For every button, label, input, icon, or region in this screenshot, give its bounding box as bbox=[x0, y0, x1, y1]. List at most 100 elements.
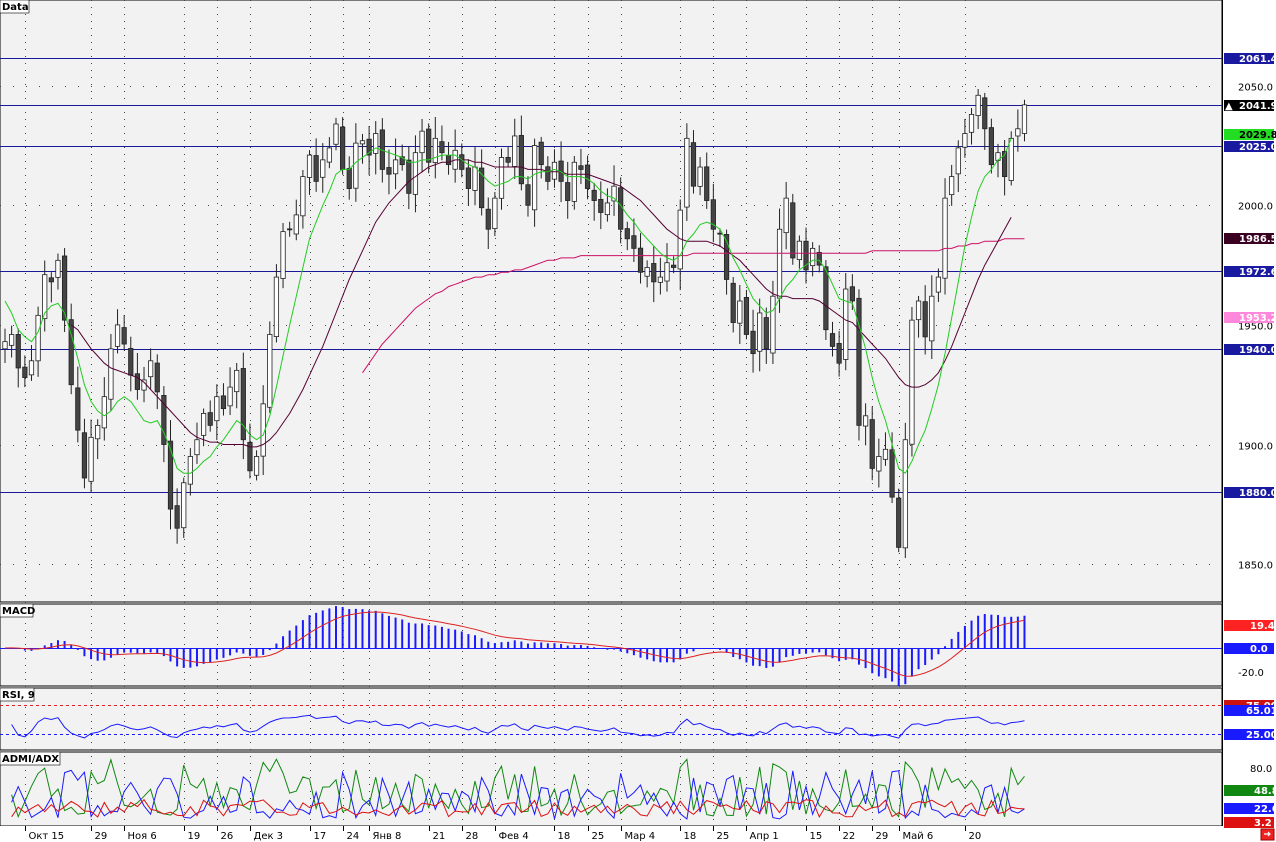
level-label-bg bbox=[1224, 53, 1274, 64]
candle-body bbox=[578, 165, 584, 170]
x-tick-label: 17 bbox=[314, 831, 327, 842]
candle-body bbox=[843, 288, 849, 360]
level-label: 1972.6 bbox=[1239, 267, 1276, 278]
candle-body bbox=[955, 147, 961, 175]
candle-body bbox=[737, 300, 743, 324]
candle-body bbox=[121, 327, 127, 345]
candle-body bbox=[9, 334, 15, 346]
candle-body bbox=[988, 127, 994, 166]
admi-tick-label: 80.0 bbox=[1250, 764, 1272, 775]
candle-body bbox=[174, 505, 180, 529]
macd-signal-line bbox=[4, 611, 1025, 677]
candle-body bbox=[340, 126, 346, 170]
candle-body bbox=[15, 334, 21, 369]
candle-body bbox=[167, 440, 174, 510]
candle-body bbox=[161, 395, 167, 445]
candle-body bbox=[876, 456, 882, 472]
candle-body bbox=[366, 138, 372, 156]
candle-body bbox=[922, 301, 928, 338]
level-label: 1880.0 bbox=[1239, 488, 1276, 499]
candle-body bbox=[42, 274, 48, 320]
candle-body bbox=[48, 277, 54, 283]
candle-body bbox=[187, 456, 193, 485]
candle-body bbox=[591, 189, 597, 201]
x-tick-label: Ноя 6 bbox=[128, 831, 157, 842]
candle-body bbox=[320, 159, 326, 178]
rsi-panel[interactable] bbox=[0, 687, 1223, 751]
candle-body bbox=[697, 166, 703, 187]
candle-body bbox=[717, 232, 723, 235]
candle-body bbox=[909, 319, 915, 445]
candle-body bbox=[492, 197, 498, 229]
candle-body bbox=[631, 235, 637, 249]
candle-body bbox=[651, 263, 657, 283]
candle-body bbox=[326, 147, 332, 163]
candle-body bbox=[386, 167, 392, 175]
candle-body bbox=[498, 157, 505, 199]
macd-panel-title: MACD bbox=[2, 606, 35, 617]
candle-body bbox=[108, 348, 114, 400]
candle-body bbox=[88, 436, 94, 482]
macd-panel[interactable] bbox=[0, 603, 1223, 687]
candle-body bbox=[485, 208, 491, 230]
candle-body bbox=[359, 140, 366, 145]
y-tick-label: 1900.0 bbox=[1238, 442, 1273, 453]
candle-body bbox=[982, 97, 988, 130]
candle-body bbox=[750, 330, 756, 355]
candle-body bbox=[942, 197, 948, 279]
candle-body bbox=[207, 412, 213, 426]
candle-body bbox=[280, 231, 286, 279]
candle-body bbox=[439, 141, 445, 154]
admi-label: 3.2 bbox=[1254, 818, 1272, 829]
admi-label-bg bbox=[1224, 803, 1274, 814]
candle-body bbox=[671, 264, 677, 268]
candle-body bbox=[684, 137, 690, 208]
candle-body bbox=[465, 167, 472, 189]
candle-body bbox=[743, 297, 750, 335]
admi-label: 48.8 bbox=[1254, 786, 1276, 797]
candle-body bbox=[214, 396, 220, 422]
macd-tick-label: -20.0 bbox=[1238, 668, 1264, 679]
candle-body bbox=[551, 161, 558, 180]
candle-body bbox=[459, 154, 465, 170]
candle-body bbox=[896, 497, 902, 548]
candle-body bbox=[863, 415, 869, 427]
x-tick-label: 20 bbox=[969, 831, 982, 842]
candle-body bbox=[55, 259, 61, 278]
candle-body bbox=[565, 182, 571, 201]
candle-body bbox=[472, 166, 478, 191]
admi-panel[interactable] bbox=[0, 751, 1223, 827]
price-label-bg bbox=[1224, 312, 1274, 323]
x-tick-label: Май 6 bbox=[903, 831, 934, 842]
candle-body bbox=[518, 135, 524, 185]
admi-label-bg bbox=[1224, 817, 1274, 828]
x-tick-label: 24 bbox=[347, 831, 360, 842]
candle-body bbox=[22, 366, 28, 378]
candle-body bbox=[253, 456, 260, 476]
rsi-label-bg bbox=[1224, 705, 1274, 716]
y-tick-label: 2000.0 bbox=[1238, 202, 1273, 213]
price-label: 1953.2 bbox=[1239, 313, 1276, 324]
x-tick-label: 25 bbox=[592, 831, 605, 842]
candle-body bbox=[181, 482, 187, 529]
candle-body bbox=[28, 360, 35, 376]
candle-body bbox=[419, 130, 425, 154]
x-tick-label: 26 bbox=[221, 831, 234, 842]
candle-body bbox=[75, 387, 81, 431]
candle-body bbox=[929, 295, 935, 342]
price-label-bg bbox=[1224, 233, 1274, 244]
candle-body bbox=[300, 176, 306, 217]
x-tick-label: Мар 4 bbox=[625, 831, 656, 842]
candle-body bbox=[95, 424, 101, 440]
candle-body bbox=[770, 295, 776, 354]
candle-body bbox=[644, 267, 650, 277]
candle-body bbox=[856, 297, 862, 426]
candle-body bbox=[35, 314, 41, 362]
x-tick-label: Дек 3 bbox=[254, 831, 284, 842]
candle-body bbox=[915, 300, 922, 321]
main-panel[interactable] bbox=[0, 0, 1223, 603]
level-label-bg bbox=[1224, 266, 1274, 277]
candle-body bbox=[247, 441, 253, 472]
candle-body bbox=[81, 432, 88, 479]
